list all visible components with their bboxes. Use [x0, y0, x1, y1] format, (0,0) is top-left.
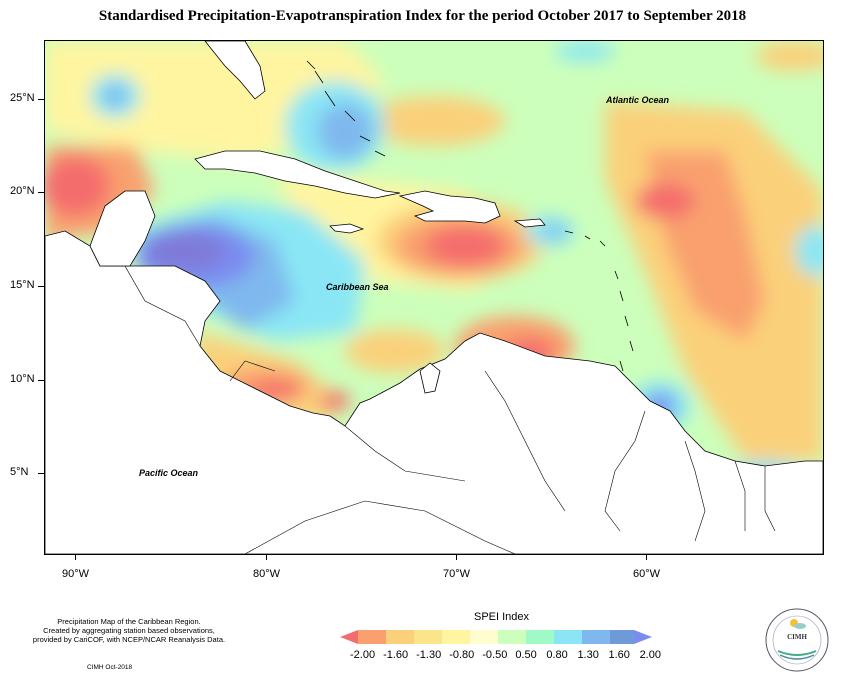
- lon-tick: [646, 554, 647, 560]
- legend-labels: -2.00 -1.60 -1.30 -0.80 -0.50 0.50 0.80 …: [350, 649, 668, 661]
- land-masses: [45, 41, 823, 554]
- spei-map-canvas: [45, 41, 823, 554]
- legend-swatch: [526, 630, 554, 644]
- lon-label-70w: 70°W: [443, 568, 471, 580]
- legend-swatch: [554, 630, 582, 644]
- lat-label-20n: 20°N: [10, 185, 35, 197]
- map-title: Standardised Precipitation-Evapotranspir…: [98, 8, 747, 24]
- legend-label: -0.80: [449, 649, 475, 661]
- legend-title: SPEI Index: [474, 611, 530, 623]
- legend-swatch-low: [340, 630, 358, 644]
- lon-label-60w: 60°W: [633, 568, 661, 580]
- lat-tick: [38, 286, 44, 287]
- legend-label: -2.00: [350, 649, 376, 661]
- legend-swatch: [386, 630, 414, 644]
- lon-tick: [75, 554, 76, 560]
- lat-label-10n: 10°N: [10, 373, 35, 385]
- lat-tick: [38, 380, 44, 381]
- note-line: provided by CariCOF, with NCEP/NCAR Rean…: [32, 635, 226, 644]
- legend-swatch-high: [634, 630, 652, 644]
- note-line: Created by aggregating station based obs…: [43, 626, 215, 635]
- legend-swatch: [610, 630, 634, 644]
- pacific-ocean-label: Pacific Ocean: [139, 468, 199, 478]
- lat-tick: [38, 99, 44, 100]
- lat-tick: [38, 192, 44, 193]
- lon-tick: [266, 554, 267, 560]
- legend-label: 1.60: [608, 649, 630, 661]
- lat-label-5n: 5°N: [10, 466, 29, 478]
- legend-swatch: [358, 630, 386, 644]
- legend-label: 0.50: [515, 649, 537, 661]
- legend-label: -1.60: [383, 649, 409, 661]
- legend-label: 1.30: [577, 649, 599, 661]
- atlantic-ocean-label: Atlantic Ocean: [606, 95, 670, 105]
- lat-label-25n: 25°N: [10, 92, 35, 104]
- credit-text: CIMH Oct-2018: [87, 664, 133, 671]
- legend-label: -0.50: [482, 649, 508, 661]
- lat-label-15n: 15°N: [10, 279, 35, 291]
- small-islands: [306, 60, 634, 372]
- logo-name: CIMH: [787, 633, 807, 641]
- legend-swatch: [498, 630, 526, 644]
- note-line: Precipitation Map of the Caribbean Regio…: [57, 617, 201, 626]
- lon-label-90w: 90°W: [62, 568, 90, 580]
- lon-label-80w: 80°W: [253, 568, 281, 580]
- legend-label: -1.30: [416, 649, 442, 661]
- sun-cloud-logo-icon: [765, 608, 829, 672]
- country-borders: [124, 265, 776, 554]
- caribbean-sea-label: Caribbean Sea: [326, 282, 389, 292]
- legend-label: 0.80: [546, 649, 568, 661]
- map-notes: Precipitation Map of the Caribbean Regio…: [14, 617, 244, 644]
- lat-tick: [38, 473, 44, 474]
- legend-swatch: [470, 630, 498, 644]
- legend-swatch: [414, 630, 442, 644]
- legend-label: 2.00: [639, 649, 661, 661]
- spei-map: [44, 40, 824, 555]
- lon-tick: [456, 554, 457, 560]
- legend-swatch: [582, 630, 610, 644]
- legend-colorbar: [340, 630, 652, 644]
- legend-swatch: [442, 630, 470, 644]
